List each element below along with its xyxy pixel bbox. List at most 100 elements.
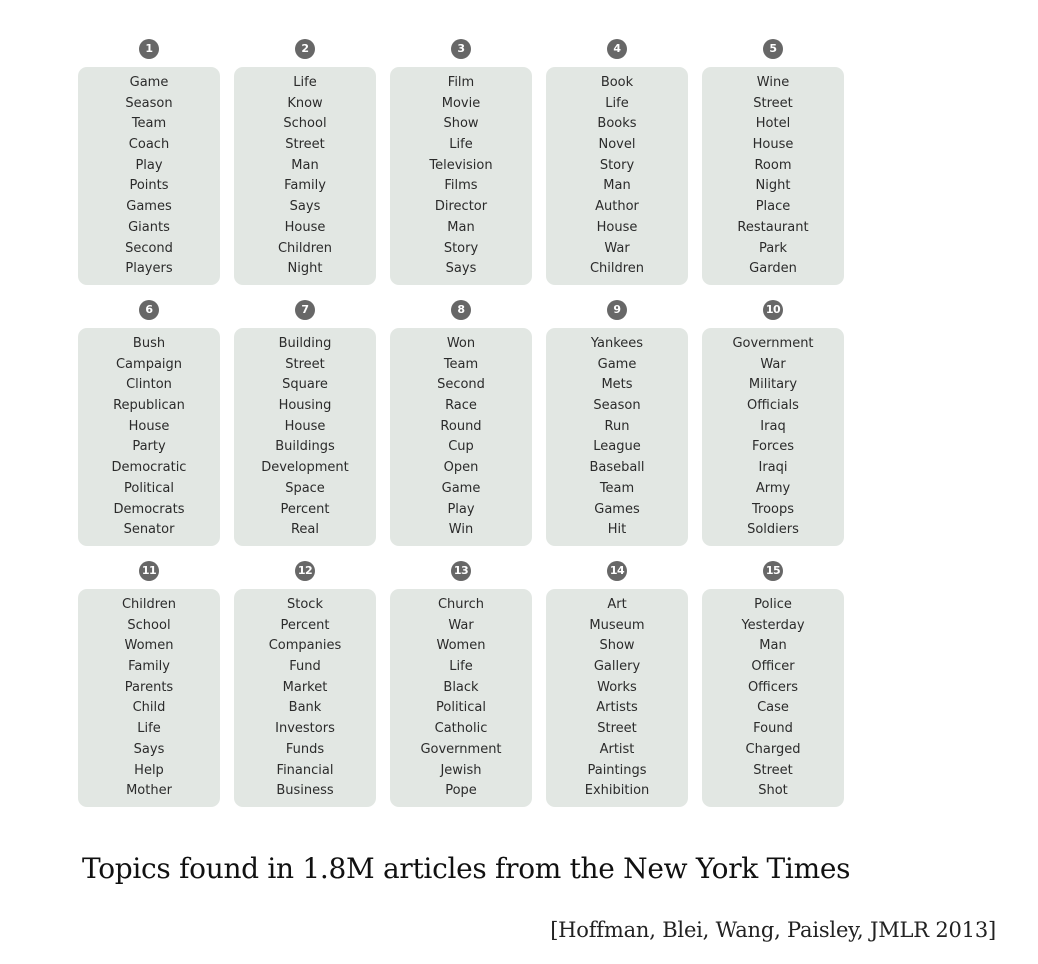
topic-word: Works	[597, 679, 637, 695]
topic-word-list: Wine Street Hotel House Room Night Place Restau…	[702, 67, 844, 285]
topic-word: Street	[597, 721, 637, 737]
topic-number-badge: 10	[763, 300, 783, 320]
topic-word: Funds	[285, 741, 325, 757]
topic-word: Campaign	[115, 356, 183, 372]
topic-number-badge: 15	[763, 561, 783, 581]
topic-word: Family	[128, 659, 170, 675]
topic-word: Players	[125, 261, 173, 277]
topic-card: 11 Children School Women Family Parents Child L…	[78, 558, 220, 811]
topic-card: 15 Police Yesterday Man Officer Officers Case F…	[702, 558, 844, 811]
topic-word: School	[127, 617, 171, 633]
topic-word: Child	[132, 700, 166, 716]
topic-word-list: Bush Campaign Clinton Republican House Party D…	[78, 328, 220, 546]
topic-word: Games	[126, 199, 172, 215]
topic-card: 8 Won Team Second Race Round Cup Open Game Play Wi…	[390, 297, 532, 550]
topic-word: Wine	[756, 75, 790, 90]
topic-word: Race	[445, 398, 477, 414]
topic-word: Found	[753, 721, 793, 737]
topic-word: Charged	[745, 741, 801, 757]
topic-word: Party	[132, 439, 166, 455]
topic-card: 9 Yankees Game Mets Season Run League Baseball T…	[546, 297, 688, 550]
topic-word: Street	[285, 356, 325, 372]
topic-word-list: Art Museum Show Gallery Works Artists Street Ar…	[546, 589, 688, 807]
topic-word: Real	[290, 522, 320, 538]
topic-word-list: Life Know School Street Man Family Says House Ch…	[234, 67, 376, 285]
topic-card: 14 Art Museum Show Gallery Works Artists Street…	[546, 558, 688, 811]
topic-number-badge: 3	[451, 39, 471, 59]
topic-number-badge: 14	[607, 561, 627, 581]
topic-word: Building	[278, 336, 332, 351]
topic-word-list: Church War Women Life Black Political Catholic…	[390, 589, 532, 807]
topic-word: Art	[607, 597, 627, 612]
topic-word: Man	[291, 157, 319, 173]
topic-word: Iraq	[760, 418, 786, 434]
topic-word: Family	[284, 178, 326, 194]
topic-word: Companies	[268, 638, 342, 654]
topic-word: Parents	[124, 679, 174, 695]
topic-word: Soldiers	[747, 522, 799, 538]
topic-word-list: Won Team Second Race Round Cup Open Game Play Win	[390, 328, 532, 546]
topic-word: Garden	[749, 261, 797, 277]
topic-word: Help	[134, 762, 164, 778]
topic-card: 12 Stock Percent Companies Fund Market Bank Inv…	[234, 558, 376, 811]
topic-word: Games	[594, 501, 640, 517]
topic-word: Republican	[113, 398, 185, 414]
topic-word: Round	[440, 418, 482, 434]
topic-word: Artist	[599, 741, 635, 757]
topic-word: School	[283, 116, 327, 132]
topic-word: Museum	[589, 617, 645, 633]
topic-word: Children	[121, 597, 177, 612]
topic-word: War	[760, 356, 786, 372]
topic-word: Black	[443, 679, 479, 695]
topic-word: Play	[135, 157, 163, 173]
topic-card: 4 Book Life Books Novel Story Man Author House Wa…	[546, 36, 688, 289]
topic-word: Military	[748, 377, 798, 393]
topic-word: Gallery	[593, 659, 641, 675]
topic-word: Paintings	[587, 762, 647, 778]
topic-word: Police	[754, 597, 792, 612]
topic-word: Investors	[275, 721, 335, 737]
topic-word-list: Government War Military Officials Iraq Forces…	[702, 328, 844, 546]
topic-word: Restaurant	[737, 219, 809, 235]
topic-number-badge: 9	[607, 300, 627, 320]
topic-word: Case	[757, 700, 789, 716]
topic-word: Iraqi	[758, 460, 788, 476]
topic-word: Points	[129, 178, 169, 194]
topic-word: Senator	[123, 522, 175, 538]
topic-card: 1 Game Season Team Coach Play Points Games Giant…	[78, 36, 220, 289]
topic-word: Room	[754, 157, 792, 173]
topic-word: Night	[287, 261, 323, 277]
topic-word: Housing	[278, 398, 332, 414]
topic-word: Game	[441, 480, 481, 496]
topic-word: Political	[436, 700, 486, 716]
topic-word: Buildings	[275, 439, 335, 455]
topic-word: Team	[131, 116, 167, 132]
topic-word: Life	[293, 75, 317, 90]
topic-word: Man	[603, 178, 631, 194]
topic-word: Financial	[276, 762, 334, 778]
topic-word: Army	[755, 480, 791, 496]
topic-word: Catholic	[434, 721, 488, 737]
topic-word: Movie	[441, 95, 481, 111]
topic-word: Baseball	[589, 460, 645, 476]
topic-word: Government	[420, 741, 502, 757]
citation: [Hoffman, Blei, Wang, Paisley, JMLR 2013…	[550, 918, 996, 942]
topic-word: Author	[595, 199, 639, 215]
topic-word: Political	[124, 480, 174, 496]
topic-word: Game	[597, 356, 637, 372]
topic-card: 3 Film Movie Show Life Television Films Directo…	[390, 36, 532, 289]
topic-number-badge: 13	[451, 561, 471, 581]
topic-word: Troops	[751, 501, 795, 517]
topic-card: 2 Life Know School Street Man Family Says House C…	[234, 36, 376, 289]
topic-word: House	[284, 418, 326, 434]
topic-word: Won	[446, 336, 476, 351]
topic-word: War	[448, 617, 474, 633]
topic-word: Percent	[280, 501, 330, 517]
topic-word: Films	[444, 178, 478, 194]
topic-word: Women	[436, 638, 486, 654]
topic-word: Pope	[445, 783, 477, 799]
figure-caption: Topics found in 1.8M articles from the N…	[82, 852, 851, 885]
topic-word-list: Game Season Team Coach Play Points Games Giants…	[78, 67, 220, 285]
topic-word: Says	[289, 199, 321, 215]
topic-word: Fund	[289, 659, 321, 675]
